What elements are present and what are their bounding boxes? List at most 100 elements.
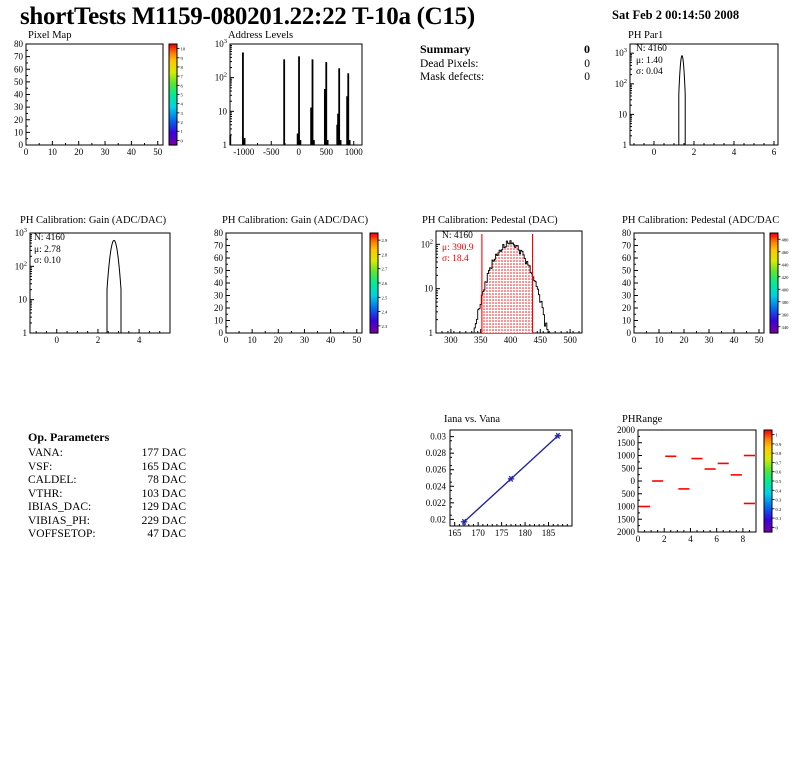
color-scale-cell <box>370 274 378 277</box>
color-scale-cell <box>370 301 378 304</box>
color-scale-cell <box>169 113 177 116</box>
mask-defects-label: Mask defects: <box>420 71 485 83</box>
chart-title: PH Calibration: Pedestal (DAC) <box>422 215 558 226</box>
tick-label: 10 <box>18 295 28 305</box>
color-scale-cell <box>169 118 177 121</box>
stats-box: N: 4160 μ: 2.78 σ: 0.10 <box>34 233 65 268</box>
histogram-bar <box>347 73 350 145</box>
color-scale-cell <box>169 45 177 48</box>
color-scale-cell <box>169 94 177 97</box>
tick-label: 80 <box>14 39 24 49</box>
color-scale-cell <box>370 266 378 269</box>
tick-label: 4 <box>732 147 737 157</box>
color-scale-cell <box>370 328 378 331</box>
color-scale-cell <box>370 306 378 309</box>
color-scale-cell <box>370 303 378 306</box>
color-scale-cell <box>169 70 177 74</box>
color-scale-cell <box>370 326 378 329</box>
color-scale-cell <box>169 60 177 64</box>
tick-label: 10 <box>248 335 258 345</box>
color-scale-cell <box>169 59 177 62</box>
histogram-bar <box>339 140 342 145</box>
color-scale-cell <box>370 296 378 299</box>
mask-defects-value: 0 <box>584 71 590 83</box>
color-scale-label: 2.9 <box>382 238 388 243</box>
color-scale-cell <box>370 294 378 297</box>
histogram-bar <box>229 134 232 145</box>
stat-mu: μ: 390.9 <box>442 242 474 253</box>
color-scale-label: 3 <box>181 111 184 116</box>
tick-label: 10 <box>48 147 58 157</box>
color-scale-cell <box>169 96 177 99</box>
tick-label: 6 <box>772 147 777 157</box>
color-scale-cell <box>169 84 177 87</box>
color-scale-cell <box>370 329 378 332</box>
color-scale-cell <box>169 99 177 102</box>
stat-sigma: σ: 0.04 <box>636 67 663 77</box>
tick-label: 30 <box>300 335 310 345</box>
color-scale-cell <box>370 258 378 261</box>
color-scale-label: 2.7 <box>382 267 388 272</box>
tick-label: 500 <box>563 335 577 345</box>
plot-frame <box>225 232 363 334</box>
param-label-caldel: CALDEL: <box>28 474 77 486</box>
histogram-bar <box>296 133 299 145</box>
summary-heading-value: 0 <box>584 42 590 56</box>
color-scale-label: 4 <box>181 102 184 107</box>
stat-n: N: 4160 <box>636 44 667 54</box>
param-label-vsf: VSF: <box>28 460 53 473</box>
color-scale-cell <box>370 314 378 317</box>
tick-label: 500 <box>320 147 334 157</box>
tick-label: 102 <box>15 260 27 271</box>
tick-label: 60 <box>214 253 224 263</box>
tick-label: 10 <box>424 284 434 294</box>
stat-n: N: 4160 <box>442 231 473 241</box>
color-scale-cell <box>370 309 378 312</box>
tick-label: 10 <box>14 127 24 137</box>
color-scale-cell <box>370 278 378 281</box>
color-scale-cell <box>169 131 177 134</box>
color-scale-cell <box>370 234 378 237</box>
color-scale-cell <box>169 65 177 69</box>
color-scale-cell <box>169 107 177 111</box>
plot-frame <box>29 232 171 334</box>
chart-title: PH Calibration: Gain (ADC/DAC) <box>20 215 167 226</box>
color-scale-cell <box>370 319 378 322</box>
histogram-bar <box>337 113 339 145</box>
color-scale-cell <box>169 139 177 143</box>
tick-label: 20 <box>74 147 84 157</box>
param-label-voffsetop: VOFFSETOP: <box>28 528 96 540</box>
param-label-vthr: VTHR: <box>28 487 63 500</box>
tick-label: 0 <box>224 335 229 345</box>
color-scale-cell <box>169 134 177 138</box>
color-scale-label: 7 <box>181 74 184 79</box>
color-scale-cell <box>370 299 378 302</box>
chart-title: PH Par1 <box>628 30 664 41</box>
color-scale-cell <box>370 321 378 324</box>
tick-label: -500 <box>263 147 280 157</box>
param-value-voffsetop: 47 DAC <box>147 528 186 540</box>
table-row: Dead Pixels: 0 <box>420 58 590 71</box>
color-scale-cell <box>370 261 378 264</box>
histogram-bar <box>310 107 313 145</box>
color-scale-cell <box>169 111 177 114</box>
tick-label: 103 <box>215 38 227 49</box>
chart-title: PH Calibration: Pedestal (ADC/DAC <box>622 215 780 226</box>
tick-label: 2 <box>96 335 101 345</box>
chart-ph-calibration-gain-hist: PH Calibration: Gain (ADC/DAC) 1 10 102 103… <box>0 215 196 355</box>
param-label-ibias-dac: IBIAS_DAC: <box>28 501 92 513</box>
chart-ph-calibration-gain-map: PH Calibration: Gain (ADC/DAC) 0 10 20 30 40… <box>200 215 400 355</box>
color-scale-cell <box>370 324 378 327</box>
tick-label: 30 <box>101 147 111 157</box>
color-scale-cell <box>370 308 378 311</box>
fit-fill-region <box>481 240 534 333</box>
param-value-vsf: 165 DAC <box>141 460 186 473</box>
color-scale-cell <box>370 233 378 236</box>
tick-label: 102 <box>215 72 227 83</box>
color-scale-cell <box>370 273 378 276</box>
color-scale-label: 9 <box>181 56 184 61</box>
tick-label: 0 <box>55 335 60 345</box>
tick-label: 1 <box>429 328 434 338</box>
